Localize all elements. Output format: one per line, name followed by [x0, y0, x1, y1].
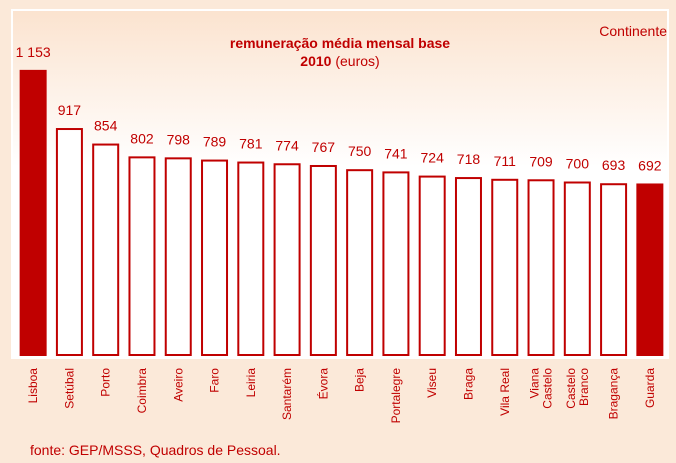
bar [346, 169, 374, 356]
bar [563, 181, 591, 356]
value-label: 1 153 [16, 44, 51, 60]
value-label: 693 [602, 157, 626, 173]
bar [382, 171, 410, 356]
x-tick-label: Bragança [607, 368, 621, 420]
x-tick-label: Viseu [425, 368, 439, 398]
x-tick-label: Leiria [244, 368, 258, 398]
value-label: 711 [494, 153, 517, 169]
x-tick-label: VianaCastelo [528, 368, 555, 409]
bar [600, 183, 628, 356]
x-tick-label: Aveiro [171, 368, 185, 402]
value-label: 750 [348, 143, 372, 159]
value-label: 718 [457, 151, 481, 167]
value-label: 709 [529, 153, 553, 169]
value-label: 781 [239, 136, 263, 152]
value-label: 741 [384, 145, 408, 161]
corner-label: Continente [599, 23, 667, 39]
value-label: 774 [275, 137, 299, 153]
source: fonte: GEP/MSSS, Quadros de Pessoal. [30, 442, 281, 458]
bar [273, 163, 301, 356]
value-label: 767 [312, 139, 336, 155]
x-tick-label: Portalegre [389, 368, 403, 424]
chart-title: remuneração média mensal base [230, 35, 450, 51]
bar [309, 164, 337, 356]
x-tick-label: Vila Real [498, 368, 512, 416]
x-tick-label: CasteloBranco [564, 368, 591, 409]
value-label: 917 [58, 102, 82, 118]
value-label: 724 [421, 150, 445, 166]
bar [491, 178, 519, 356]
value-label: 692 [638, 157, 662, 173]
bar [454, 177, 482, 356]
x-tick-label: Santarém [280, 368, 294, 420]
x-tick-label: Guarda [643, 368, 657, 408]
value-label: 854 [94, 118, 118, 134]
x-tick-label: Porto [99, 368, 113, 397]
bar [527, 179, 555, 356]
x-tick-label: Coimbra [135, 368, 149, 414]
value-label: 798 [167, 131, 191, 147]
bar [164, 157, 192, 356]
subtitle-unit: (euros) [335, 53, 379, 69]
x-tick-label: Braga [461, 368, 475, 400]
bar [201, 159, 229, 356]
bar [636, 183, 664, 356]
bar [92, 143, 120, 356]
x-tick-label: Lisboa [26, 368, 40, 404]
x-tick-label: Beja [353, 368, 367, 392]
bar [55, 128, 83, 356]
bar [418, 175, 446, 356]
value-label: 700 [566, 156, 590, 172]
bar [128, 156, 156, 356]
value-label: 802 [130, 130, 154, 146]
x-tick-label: Setúbal [62, 368, 76, 409]
chart-subtitle: 2010 (euros) [300, 53, 379, 69]
plot-area [11, 9, 669, 359]
bar [19, 69, 47, 356]
value-label: 789 [203, 134, 227, 150]
bar [237, 161, 265, 356]
x-tick-label: Évora [315, 368, 330, 400]
subtitle-year: 2010 [300, 53, 331, 69]
x-tick-label: Faro [208, 368, 222, 393]
